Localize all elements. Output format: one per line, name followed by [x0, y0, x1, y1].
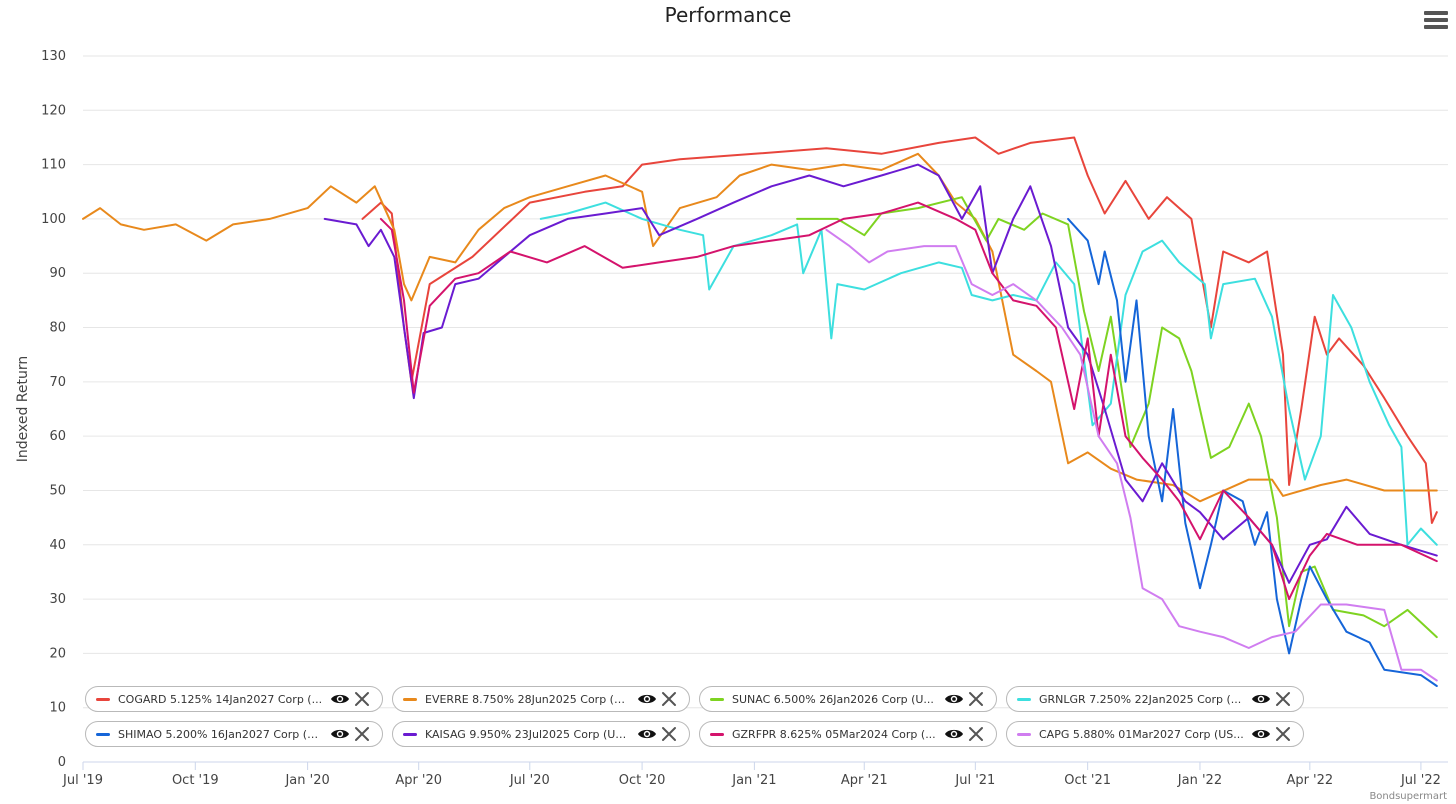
legend-item[interactable]: EVERRE 8.750% 28Jun2025 Corp (U... — [392, 686, 690, 712]
x-axis-tick-labels: Jul '19 Oct '19 Jan '20 Apr '20 Jul '20 Oct '… — [62, 762, 1441, 788]
y-axis-title: Indexed Return — [15, 356, 31, 463]
close-icon[interactable] — [661, 726, 677, 742]
eye-icon[interactable] — [330, 692, 350, 706]
legend-swatch — [403, 732, 417, 736]
series-line-capg[interactable] — [825, 228, 1438, 682]
close-icon[interactable] — [354, 691, 370, 707]
legend-swatch — [1017, 697, 1031, 701]
x-tick-label: Jan '20 — [284, 773, 329, 788]
close-icon[interactable] — [968, 691, 984, 707]
chart-credit[interactable]: Bondsupermart — [1369, 791, 1447, 802]
legend-label: SHIMAO 5.200% 16Jan2027 Corp (U... — [118, 727, 324, 741]
legend-item[interactable]: GRNLGR 7.250% 22Jan2025 Corp (... — [1006, 686, 1304, 712]
eye-icon[interactable] — [330, 727, 350, 741]
eye-icon[interactable] — [1251, 692, 1271, 706]
legend-swatch — [710, 697, 724, 701]
y-tick-label: 10 — [49, 701, 66, 716]
chart-menu-button[interactable] — [1424, 8, 1448, 30]
series-line-shimao[interactable] — [1067, 217, 1438, 687]
close-icon[interactable] — [1275, 726, 1291, 742]
y-tick-label: 60 — [49, 429, 66, 444]
eye-icon[interactable] — [944, 727, 964, 741]
eye-icon[interactable] — [637, 692, 657, 706]
series-line-kaisag[interactable] — [323, 163, 1438, 584]
x-tick-label: Oct '19 — [172, 773, 219, 788]
y-axis-tick-labels: 0 10 20 30 40 50 60 70 80 90 100 110 120 130 — [41, 49, 66, 770]
legend-label: EVERRE 8.750% 28Jun2025 Corp (U... — [425, 692, 631, 706]
eye-icon[interactable] — [944, 692, 964, 706]
x-tick-label: Jul '19 — [62, 773, 103, 788]
y-tick-label: 110 — [41, 158, 66, 173]
legend-item[interactable]: CAPG 5.880% 01Mar2027 Corp (US... — [1006, 721, 1304, 747]
y-tick-label: 90 — [49, 266, 66, 281]
y-tick-label: 70 — [49, 375, 66, 390]
y-tick-label: 30 — [49, 592, 66, 607]
series-line-everre[interactable] — [82, 152, 1438, 503]
legend-item[interactable]: COGARD 5.125% 14Jan2027 Corp (... — [85, 686, 383, 712]
close-icon[interactable] — [354, 726, 370, 742]
grid-lines — [83, 55, 1448, 763]
y-tick-label: 120 — [41, 103, 66, 118]
legend-swatch — [710, 732, 724, 736]
y-tick-label: 130 — [41, 49, 66, 64]
legend-label: COGARD 5.125% 14Jan2027 Corp (... — [118, 692, 323, 706]
x-tick-label: Jan '22 — [1177, 773, 1222, 788]
legend-swatch — [96, 732, 110, 736]
legend-item[interactable]: GZRFPR 8.625% 05Mar2024 Corp (... — [699, 721, 997, 747]
legend-label: SUNAC 6.500% 26Jan2026 Corp (U... — [732, 692, 934, 706]
legend-label: CAPG 5.880% 01Mar2027 Corp (US... — [1039, 727, 1244, 741]
y-tick-label: 40 — [49, 538, 66, 553]
x-tick-label: Jul '20 — [509, 773, 550, 788]
y-tick-label: 20 — [49, 646, 66, 661]
x-tick-label: Oct '21 — [1064, 773, 1111, 788]
series-line-cogard[interactable] — [361, 136, 1438, 524]
legend-item[interactable]: KAISAG 9.950% 23Jul2025 Corp (US... — [392, 721, 690, 747]
x-tick-label: Jan '21 — [731, 773, 776, 788]
legend-label: GRNLGR 7.250% 22Jan2025 Corp (... — [1039, 692, 1242, 706]
legend-swatch — [1017, 732, 1031, 736]
y-tick-label: 80 — [49, 321, 66, 336]
legend-swatch — [96, 697, 110, 701]
series-line-grnlgr[interactable] — [539, 201, 1438, 546]
series-lines — [82, 136, 1438, 687]
close-icon[interactable] — [1275, 691, 1291, 707]
close-icon[interactable] — [661, 691, 677, 707]
x-tick-label: Oct '20 — [619, 773, 666, 788]
y-tick-label: 0 — [58, 755, 66, 770]
y-tick-label: 50 — [49, 483, 66, 498]
eye-icon[interactable] — [637, 727, 657, 741]
eye-icon[interactable] — [1251, 727, 1271, 741]
x-tick-label: Apr '20 — [395, 773, 442, 788]
hamburger-menu-icon — [1424, 11, 1448, 15]
close-icon[interactable] — [968, 726, 984, 742]
legend-label: GZRFPR 8.625% 05Mar2024 Corp (... — [732, 727, 936, 741]
x-tick-label: Jul '22 — [1400, 773, 1441, 788]
legend-swatch — [403, 697, 417, 701]
series-line-sunac[interactable] — [796, 196, 1438, 639]
legend-item[interactable]: SUNAC 6.500% 26Jan2026 Corp (U... — [699, 686, 997, 712]
chart-title: Performance — [665, 3, 792, 27]
series-line-gzrfpr[interactable] — [379, 201, 1438, 601]
y-tick-label: 100 — [41, 212, 66, 227]
legend-label: KAISAG 9.950% 23Jul2025 Corp (US... — [425, 727, 631, 741]
x-tick-label: Jul '21 — [954, 773, 995, 788]
legend-item[interactable]: SHIMAO 5.200% 16Jan2027 Corp (U... — [85, 721, 383, 747]
x-tick-label: Apr '21 — [841, 773, 888, 788]
x-tick-label: Apr '22 — [1286, 773, 1333, 788]
